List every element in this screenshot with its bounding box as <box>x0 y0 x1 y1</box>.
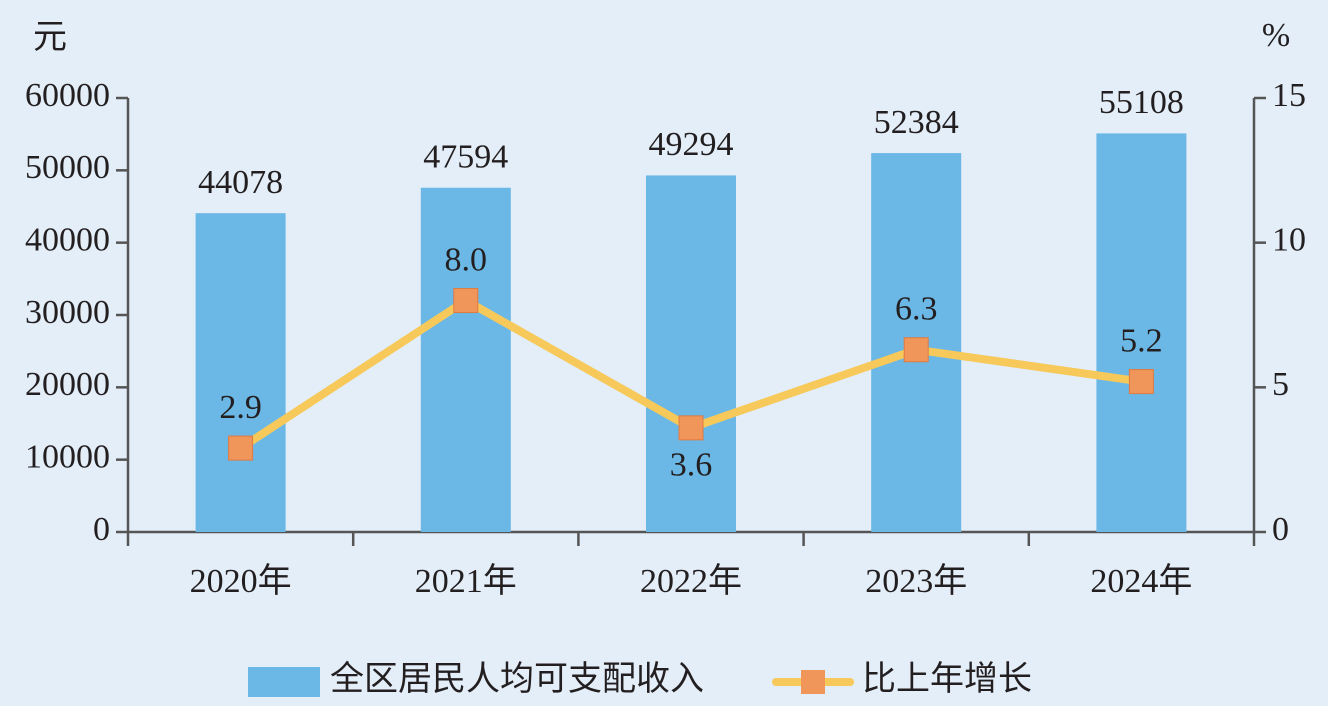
y2-tick-label: 15 <box>1272 77 1306 114</box>
y-tick-label: 30000 <box>25 294 110 331</box>
y-tick-label: 40000 <box>25 221 110 258</box>
line-marker <box>678 415 704 441</box>
legend-label: 比上年增长 <box>862 660 1032 698</box>
bar-value-label: 55108 <box>1099 84 1184 121</box>
y-tick-label: 50000 <box>25 149 110 186</box>
y-tick-label: 60000 <box>25 77 110 114</box>
y2-tick-label: 10 <box>1272 221 1306 258</box>
line-marker <box>903 337 929 363</box>
legend-label: 全区居民人均可支配收入 <box>330 660 704 698</box>
x-tick-label: 2021年 <box>415 562 517 600</box>
bar <box>195 213 286 532</box>
y-tick-label: 0 <box>93 511 110 548</box>
y-tick-label: 20000 <box>25 366 110 403</box>
line-value-label: 5.2 <box>1120 322 1163 359</box>
y2-tick-label: 0 <box>1272 511 1289 548</box>
y2-tick-label: 5 <box>1272 366 1289 403</box>
line-marker <box>453 288 479 314</box>
x-tick-label: 2022年 <box>640 562 742 600</box>
bar <box>646 175 736 532</box>
bar <box>420 187 511 532</box>
y-unit: 元 <box>33 19 67 56</box>
line-value-label: 2.9 <box>219 389 262 426</box>
line-value-label: 3.6 <box>670 447 713 484</box>
line-value-label: 8.0 <box>445 241 488 278</box>
line-value-label: 6.3 <box>895 291 938 328</box>
y-tick-label: 10000 <box>25 438 110 475</box>
bar-value-label: 47594 <box>423 139 508 176</box>
x-tick-label: 2023年 <box>865 562 967 600</box>
y2-unit: % <box>1262 17 1290 54</box>
legend-marker <box>801 670 825 694</box>
line-marker <box>1128 369 1154 395</box>
bar-value-label: 49294 <box>649 126 734 163</box>
legend-swatch <box>248 667 320 697</box>
x-tick-label: 2024年 <box>1090 562 1192 600</box>
line-marker <box>228 435 254 461</box>
x-tick-label: 2020年 <box>190 562 292 600</box>
bar-value-label: 52384 <box>874 104 959 141</box>
bar-value-label: 44078 <box>198 164 283 201</box>
bar <box>1096 133 1187 532</box>
